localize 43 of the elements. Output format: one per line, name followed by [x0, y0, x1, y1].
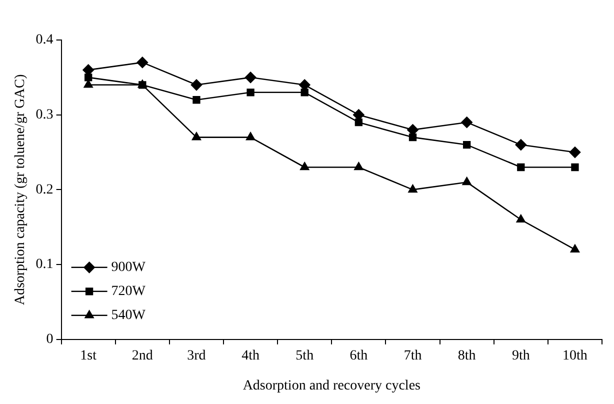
point — [570, 244, 580, 252]
legend-label: 540W — [111, 308, 146, 324]
x-tick-label: 6th — [350, 348, 368, 364]
point — [190, 79, 202, 91]
point — [354, 118, 363, 126]
point — [515, 139, 527, 150]
point — [136, 56, 148, 68]
y-tick-label: 0.3 — [36, 108, 54, 123]
x-tick-label: 1st — [80, 348, 97, 364]
y-tick-label: 0.1 — [36, 257, 54, 272]
point — [461, 116, 472, 128]
point — [354, 162, 364, 170]
x-tick-label: 9th — [512, 348, 530, 364]
point — [462, 140, 471, 149]
point — [84, 74, 92, 82]
y-tick-label: 0.4 — [36, 32, 54, 48]
x-tick-label: 8th — [458, 348, 476, 364]
legend-label: 900W — [111, 260, 146, 276]
y-axis-title: Adsorption capacity (gr toluene/gr GAC) — [13, 74, 28, 306]
point — [517, 163, 525, 172]
y-tick-label: 0 — [46, 332, 54, 348]
x-tick-label: 4th — [242, 348, 260, 364]
legend-label: 720W — [111, 284, 146, 300]
y-tick-label: 0.2 — [36, 182, 54, 198]
point — [192, 132, 202, 140]
point — [192, 96, 200, 104]
point — [300, 88, 308, 96]
x-tick-label: 10th — [562, 348, 588, 364]
point — [408, 133, 417, 142]
point — [244, 72, 256, 84]
x-tick-label: 3rd — [187, 348, 206, 364]
point — [300, 162, 310, 170]
x-tick-label: 7th — [404, 348, 422, 364]
point — [571, 163, 579, 172]
x-tick-label: 2nd — [132, 348, 153, 364]
point — [246, 132, 256, 140]
point — [462, 177, 472, 186]
point — [408, 184, 418, 193]
point — [569, 146, 581, 158]
x-tick-label: 5th — [296, 348, 314, 364]
point — [516, 214, 526, 223]
x-axis-title: Adsorption and recovery cycles — [242, 378, 420, 394]
point — [246, 88, 254, 96]
